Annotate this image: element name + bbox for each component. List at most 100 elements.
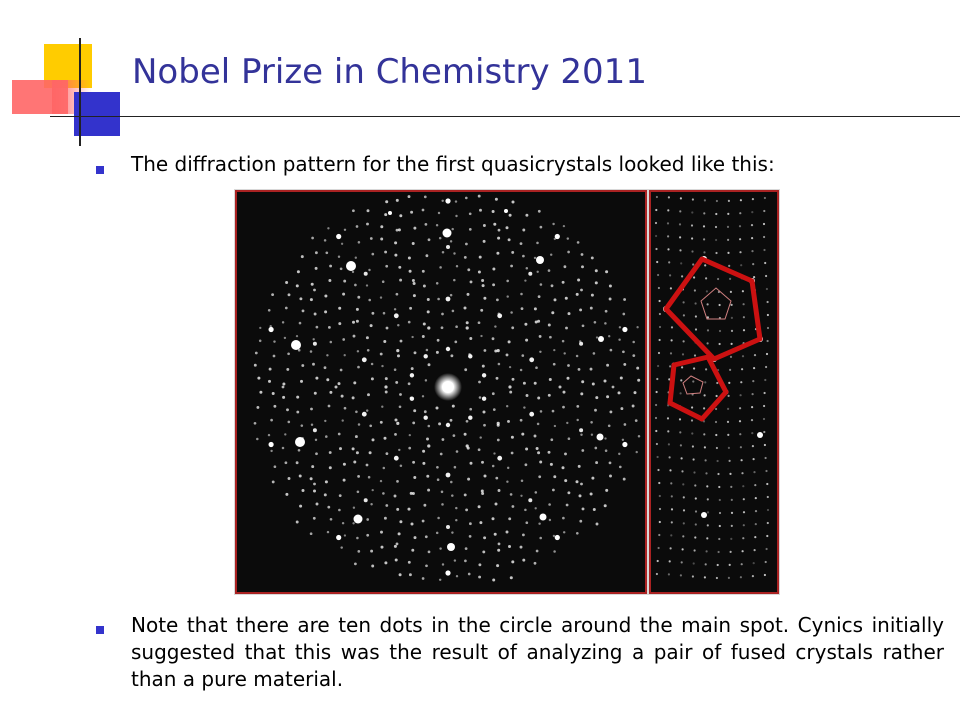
- diffraction-spot: [449, 240, 453, 243]
- diffraction-spot: [562, 405, 565, 409]
- diffraction-spot: [343, 406, 347, 410]
- diffraction-spot: [412, 281, 416, 286]
- diffraction-spot: [718, 485, 721, 489]
- diffraction-spot: [351, 447, 355, 451]
- diffraction-spot: [618, 326, 622, 329]
- diffraction-spot: [741, 368, 744, 371]
- diffraction-spot: [365, 284, 369, 287]
- diffraction-spot: [608, 335, 611, 338]
- diffraction-spot: [352, 506, 356, 509]
- diffraction-spot: [361, 411, 367, 417]
- diffraction-spot: [667, 573, 670, 576]
- diffraction-spot: [705, 290, 708, 293]
- diffraction-spot: [766, 300, 769, 304]
- diffraction-spot: [427, 238, 431, 242]
- diffraction-spot: [354, 256, 357, 259]
- diffraction-spot: [738, 420, 742, 423]
- diffraction-spot: [384, 377, 388, 381]
- diffraction-spot: [382, 492, 385, 495]
- diffraction-spot: [727, 407, 730, 410]
- diffraction-spot: [446, 245, 450, 249]
- diffraction-spot: [657, 286, 660, 290]
- diffraction-spot: [409, 396, 413, 400]
- diffraction-spot: [481, 284, 485, 288]
- diffraction-spot: [670, 521, 673, 524]
- diffraction-spot: [730, 537, 733, 540]
- diffraction-spot: [567, 437, 571, 440]
- diffraction-spot: [449, 293, 453, 297]
- diffraction-spot: [655, 390, 658, 394]
- diffraction-spot: [383, 339, 387, 344]
- diffraction-spot: [282, 382, 286, 386]
- diffraction-spot: [361, 357, 367, 363]
- diffraction-spot: [253, 421, 257, 425]
- diffraction-spot: [426, 310, 430, 314]
- diffraction-spot: [564, 296, 568, 300]
- diffraction-spot: [607, 424, 611, 428]
- diffraction-spot: [369, 237, 373, 240]
- diffraction-spot: [407, 382, 411, 386]
- diffraction-spot: [313, 482, 316, 486]
- diffraction-spot: [254, 351, 258, 355]
- diffraction-spot: [271, 293, 275, 297]
- diffraction-spot: [658, 494, 661, 498]
- diffraction-spot: [352, 522, 355, 525]
- diffraction-spot: [301, 364, 305, 367]
- diffraction-spot: [508, 365, 512, 369]
- diffraction-spot: [296, 410, 300, 414]
- diffraction-spot: [309, 298, 313, 302]
- diffraction-spot: [507, 419, 510, 423]
- diffraction-spot: [669, 352, 673, 355]
- diffraction-spot: [536, 256, 544, 264]
- diffraction-spot: [437, 516, 440, 520]
- diffraction-spot: [256, 437, 259, 441]
- diffraction-spot: [315, 452, 318, 456]
- diffraction-spot: [566, 376, 570, 380]
- diffraction-spot: [553, 475, 557, 479]
- diffraction-spot: [563, 265, 567, 269]
- diffraction-spot: [455, 506, 458, 510]
- diffraction-spot: [682, 314, 685, 317]
- diffraction-spot: [483, 296, 487, 300]
- diffraction-spot: [343, 534, 347, 537]
- diffraction-spot: [413, 476, 417, 479]
- diffraction-spot: [506, 405, 509, 408]
- diffraction-spot: [422, 322, 426, 326]
- diffraction-spot: [741, 550, 744, 553]
- diffraction-spot: [705, 472, 708, 475]
- diffraction-spot: [575, 292, 579, 296]
- diffraction-spot: [494, 349, 498, 353]
- diffraction-spot: [670, 508, 674, 511]
- diffraction-spot: [657, 364, 660, 368]
- diffraction-spot: [521, 432, 525, 436]
- diffraction-spot: [497, 228, 501, 232]
- diffraction-spot: [421, 519, 425, 523]
- diffraction-spot: [410, 210, 414, 214]
- diffraction-spot: [547, 269, 551, 272]
- diffraction-spot: [552, 534, 556, 538]
- diffraction-spot: [567, 364, 570, 367]
- diffraction-spot: [766, 482, 769, 486]
- diffraction-spot: [752, 263, 755, 266]
- diffraction-spot: [753, 276, 756, 279]
- diffraction-spot: [313, 288, 316, 292]
- diffraction-spot: [284, 433, 287, 436]
- diffraction-spot: [441, 199, 444, 203]
- diffraction-spot: [477, 270, 481, 274]
- diffraction-spot: [715, 238, 718, 242]
- diffraction-spot: [343, 228, 347, 232]
- diffraction-spot: [706, 316, 709, 319]
- diffraction-spot: [469, 461, 473, 465]
- diffraction-spot: [383, 436, 387, 440]
- diffraction-spot: [477, 505, 481, 509]
- diffraction-spot: [427, 363, 431, 367]
- diffraction-spot: [426, 474, 430, 478]
- diffraction-spot: [667, 209, 670, 212]
- diffraction-spot: [340, 546, 343, 549]
- diffraction-spot: [342, 338, 346, 341]
- diffraction-spot: [453, 559, 457, 562]
- diffraction-spot: [590, 293, 594, 297]
- diffraction-spot: [309, 350, 313, 353]
- diffraction-spot: [505, 226, 509, 230]
- diffraction-spot: [408, 573, 412, 577]
